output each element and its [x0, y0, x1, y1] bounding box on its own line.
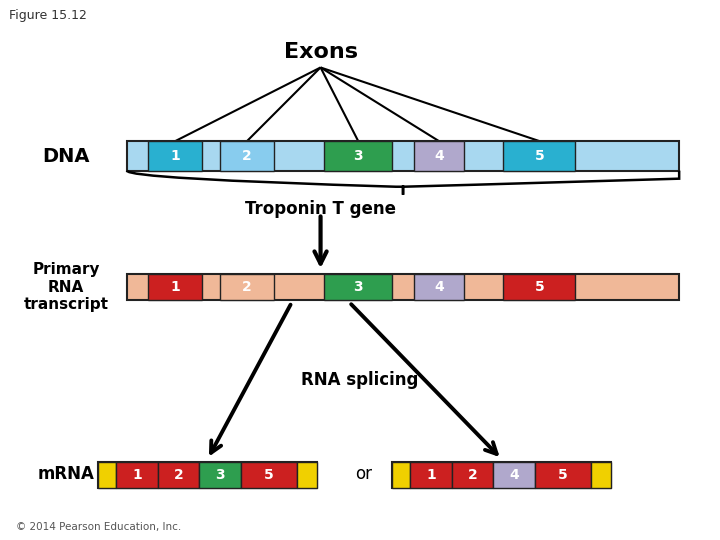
- Text: 2: 2: [174, 468, 184, 482]
- Text: 1: 1: [171, 280, 180, 294]
- Bar: [414, 141, 464, 171]
- Text: 5: 5: [558, 468, 568, 482]
- Text: 3: 3: [354, 149, 363, 163]
- Text: 1: 1: [132, 468, 142, 482]
- Bar: [324, 141, 392, 171]
- Text: 1: 1: [171, 149, 180, 163]
- Text: 4: 4: [509, 468, 519, 482]
- Text: 1: 1: [426, 468, 436, 482]
- Bar: [98, 462, 317, 488]
- Text: mRNA: mRNA: [37, 465, 94, 483]
- Bar: [392, 462, 611, 488]
- Text: 5: 5: [534, 149, 544, 163]
- Text: DNA: DNA: [42, 146, 90, 166]
- Bar: [503, 141, 575, 171]
- Bar: [158, 462, 199, 488]
- Bar: [414, 274, 464, 300]
- Bar: [148, 141, 202, 171]
- Text: 5: 5: [264, 468, 274, 482]
- Bar: [535, 462, 591, 488]
- Bar: [127, 274, 679, 300]
- Text: Figure 15.12: Figure 15.12: [9, 9, 86, 23]
- Bar: [297, 462, 317, 488]
- Bar: [127, 141, 679, 171]
- Bar: [493, 462, 535, 488]
- Bar: [199, 462, 241, 488]
- Text: Troponin T gene: Troponin T gene: [245, 200, 396, 218]
- Text: 2: 2: [242, 149, 252, 163]
- Text: Primary
RNA
transcript: Primary RNA transcript: [24, 262, 109, 312]
- Bar: [116, 462, 158, 488]
- Text: 2: 2: [242, 280, 252, 294]
- Bar: [591, 462, 611, 488]
- Bar: [392, 462, 410, 488]
- Bar: [324, 274, 392, 300]
- Text: or: or: [355, 465, 372, 483]
- Text: 4: 4: [434, 280, 444, 294]
- Bar: [410, 462, 452, 488]
- Bar: [220, 274, 274, 300]
- Text: RNA splicing: RNA splicing: [301, 371, 419, 389]
- Text: 5: 5: [534, 280, 544, 294]
- Bar: [148, 274, 202, 300]
- Bar: [503, 274, 575, 300]
- Text: Exons: Exons: [284, 43, 358, 63]
- Bar: [98, 462, 116, 488]
- Bar: [220, 141, 274, 171]
- Text: 3: 3: [354, 280, 363, 294]
- Text: © 2014 Pearson Education, Inc.: © 2014 Pearson Education, Inc.: [16, 522, 181, 532]
- Bar: [241, 462, 297, 488]
- Bar: [452, 462, 493, 488]
- Text: 2: 2: [468, 468, 477, 482]
- Text: 4: 4: [434, 149, 444, 163]
- Text: 3: 3: [215, 468, 225, 482]
